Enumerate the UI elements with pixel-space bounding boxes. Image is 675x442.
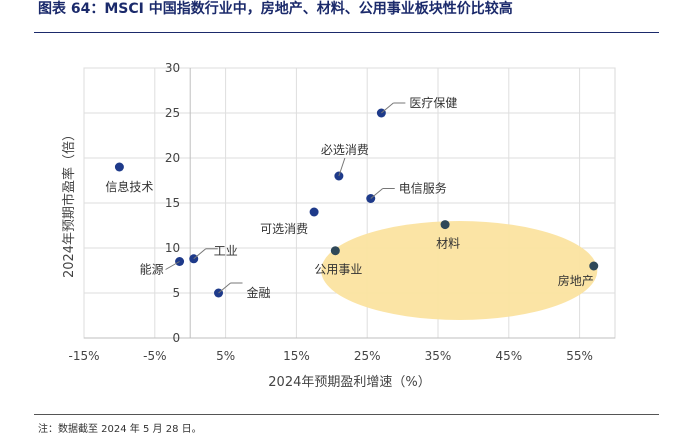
- y-tick-label: 25: [165, 106, 180, 120]
- y-axis-title: 2024年预期市盈率（倍）: [61, 128, 77, 278]
- highlight-ellipse: [321, 221, 598, 320]
- data-label: 房地产: [558, 273, 594, 288]
- data-label: 能源: [140, 263, 164, 277]
- data-label: 工业: [214, 244, 238, 258]
- y-tick-label: 30: [165, 61, 180, 75]
- x-tick-label: 15%: [283, 349, 310, 363]
- y-tick-label: 0: [173, 331, 181, 345]
- data-label: 公用事业: [314, 263, 362, 277]
- y-tick-label: 5: [173, 286, 181, 300]
- footer-divider: [34, 414, 659, 415]
- leader-line: [338, 157, 346, 177]
- data-label: 必选消费: [321, 143, 369, 157]
- leader-line: [381, 102, 394, 114]
- x-tick-label: 45%: [495, 349, 522, 363]
- data-label: 信息技术: [105, 179, 153, 194]
- data-point: [589, 261, 599, 271]
- data-point: [114, 162, 124, 172]
- leader-line: [193, 248, 207, 260]
- x-axis-title: 2024年预期盈利增速（%）: [268, 375, 430, 390]
- leader-line: [165, 261, 180, 270]
- x-tick-label: 35%: [425, 349, 452, 363]
- data-label: 可选消费: [260, 222, 308, 236]
- data-label: 电信服务: [399, 181, 447, 196]
- y-tick-label: 20: [165, 151, 180, 165]
- y-tick-label: 10: [165, 241, 180, 255]
- y-tick-label: 15: [165, 196, 180, 210]
- data-point: [330, 246, 340, 256]
- data-label: 医疗保健: [409, 96, 457, 110]
- data-point: [440, 220, 450, 230]
- x-tick-label: 55%: [566, 349, 593, 363]
- x-tick-label: -15%: [68, 349, 99, 363]
- x-tick-label: -5%: [143, 349, 166, 363]
- x-tick-label: 5%: [216, 349, 235, 363]
- leader-line: [370, 188, 384, 199]
- x-tick-label: 25%: [354, 349, 381, 363]
- data-point: [309, 207, 319, 217]
- data-label: 材料: [436, 237, 460, 251]
- footnote: 注：数据截至 2024 年 5 月 28 日。: [38, 424, 202, 435]
- data-label: 金融: [247, 285, 271, 300]
- leader-line: [218, 282, 231, 294]
- title-divider: [34, 32, 659, 33]
- page-title: 图表 64：MSCI 中国指数行业中，房地产、材料、公用事业板块性价比较高: [38, 1, 513, 17]
